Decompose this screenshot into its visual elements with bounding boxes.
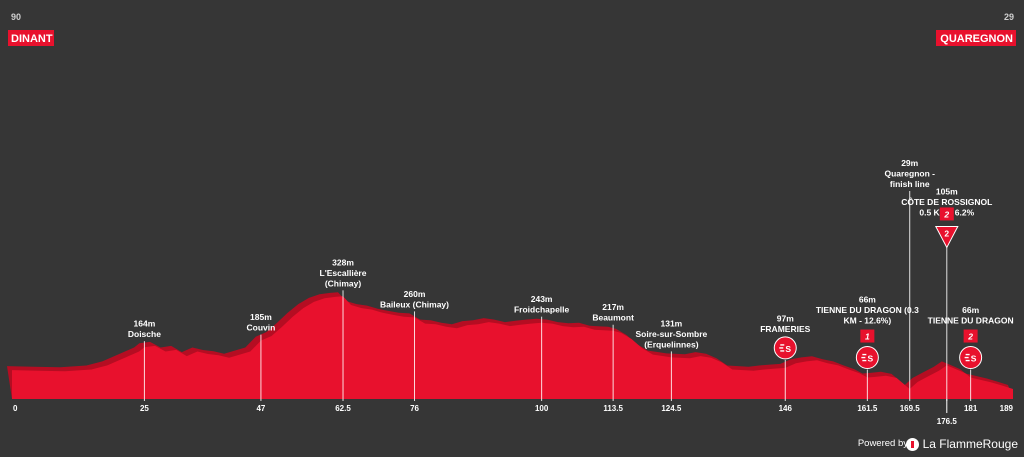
waypoint-label: 105m: [936, 186, 958, 196]
sprint-icon: [773, 336, 797, 360]
waypoint-label: 29m: [901, 158, 918, 168]
powered-by-text: Powered by: [857, 438, 908, 449]
category-flag-number: 2: [943, 209, 949, 219]
waypoint-label: Quaregnon -: [884, 169, 935, 179]
waypoint-label: Beaumont: [592, 313, 634, 323]
waypoint-label: L'Escallière: [320, 268, 367, 278]
waypoint-label: finish line: [890, 179, 930, 189]
x-tick-label: 76: [410, 404, 419, 413]
waypoint-label: 217m: [602, 302, 624, 312]
waypoint-label: Soire-sur-Sombre: [635, 329, 707, 339]
category-flag-number: 2: [967, 332, 973, 342]
x-tick-label: 100: [535, 404, 549, 413]
waypoint-label: TIENNE DU DRAGON (0.3: [816, 305, 919, 315]
climb-category-icon: [934, 225, 959, 249]
finish-city: QUAREGNON: [940, 33, 1013, 45]
x-tick-label: 113.5: [603, 404, 623, 413]
brand-name: La FlammeRouge: [922, 437, 1018, 451]
x-tick-label: 124.5: [661, 404, 682, 413]
x-tick-label: 169.5: [900, 404, 921, 413]
sprint-icon-lines: [964, 353, 970, 362]
x-tick-label: 181: [964, 404, 978, 413]
waypoint-label: (Chimay): [325, 278, 362, 288]
waypoint-label: Baileux (Chimay): [380, 299, 449, 309]
start-city-badge: [8, 30, 54, 46]
waypoint-label: 66m: [962, 305, 979, 315]
x-tick-label: 62.5: [335, 404, 351, 413]
waypoint-label: 328m: [332, 257, 354, 267]
sprint-icon-lines: [779, 344, 785, 352]
waypoint-label: Doische: [128, 329, 161, 339]
climb-category-number: 2: [944, 228, 949, 238]
sprint-icon: [959, 346, 983, 370]
category-flag: [939, 207, 954, 221]
waypoint-badges: S 1 S 2 2 2 S: [773, 207, 983, 370]
x-tick-label: 146: [779, 404, 793, 413]
profile-layer: [7, 292, 1013, 399]
start-marker: 90 DINANT: [8, 12, 54, 46]
waypoint-label: 185m: [250, 312, 272, 322]
waypoint-label: 97m: [777, 313, 794, 323]
waypoint-lines: [143, 191, 972, 413]
finish-city-badge: [936, 30, 1016, 46]
waypoint-label: 131m: [661, 318, 683, 328]
x-tick-label: 189: [1000, 404, 1014, 413]
category-flag: [860, 329, 875, 343]
finish-altitude: 29: [1004, 12, 1014, 22]
sprint-icon: [855, 346, 879, 370]
waypoint-label: FRAMERIES: [760, 324, 810, 334]
x-tick-label: 25: [140, 404, 149, 413]
waypoint-label: 66m: [859, 295, 876, 305]
finish-marker: 29 QUAREGNON: [936, 12, 1016, 46]
waypoint-label: KM - 12.6%): [843, 316, 891, 326]
sprint-icon-lines: [861, 353, 867, 362]
start-city: DINANT: [11, 33, 53, 45]
start-altitude: 90: [11, 12, 21, 22]
sprint-icon-glyph: S: [868, 354, 874, 364]
x-tick-label: 47: [256, 404, 265, 413]
waypoint-label: CÔTE DE ROSSIGNOL: [901, 196, 992, 207]
waypoint-label: 260m: [404, 289, 426, 299]
waypoint-label: TIENNE DU DRAGON: [928, 316, 1014, 326]
x-tick-label: 161.5: [857, 404, 878, 413]
category-flag: [963, 329, 978, 343]
waypoint-label: 164m: [134, 319, 156, 329]
waypoint-label: Couvin: [247, 323, 276, 333]
x-tick-label: 176.5: [937, 417, 958, 426]
elevation-profile: [12, 296, 1013, 399]
category-flag-number: 1: [865, 332, 870, 342]
waypoint-label: (Erquelinnes): [644, 339, 698, 349]
brand-logo-link[interactable]: La FlammeRouge: [905, 437, 1018, 451]
waypoint-label: 243m: [531, 294, 553, 304]
flamme-rouge-icon: [905, 437, 919, 451]
sprint-icon-glyph: S: [971, 354, 977, 364]
sprint-icon-glyph: S: [785, 344, 791, 354]
x-axis-ticks: 0 25 47 62.5 76 100 113.5 124.5 146 161.5 169.5 176…: [13, 404, 1014, 426]
waypoint-label: Froidchapelle: [514, 305, 570, 315]
x-tick-label: 0: [13, 404, 18, 413]
